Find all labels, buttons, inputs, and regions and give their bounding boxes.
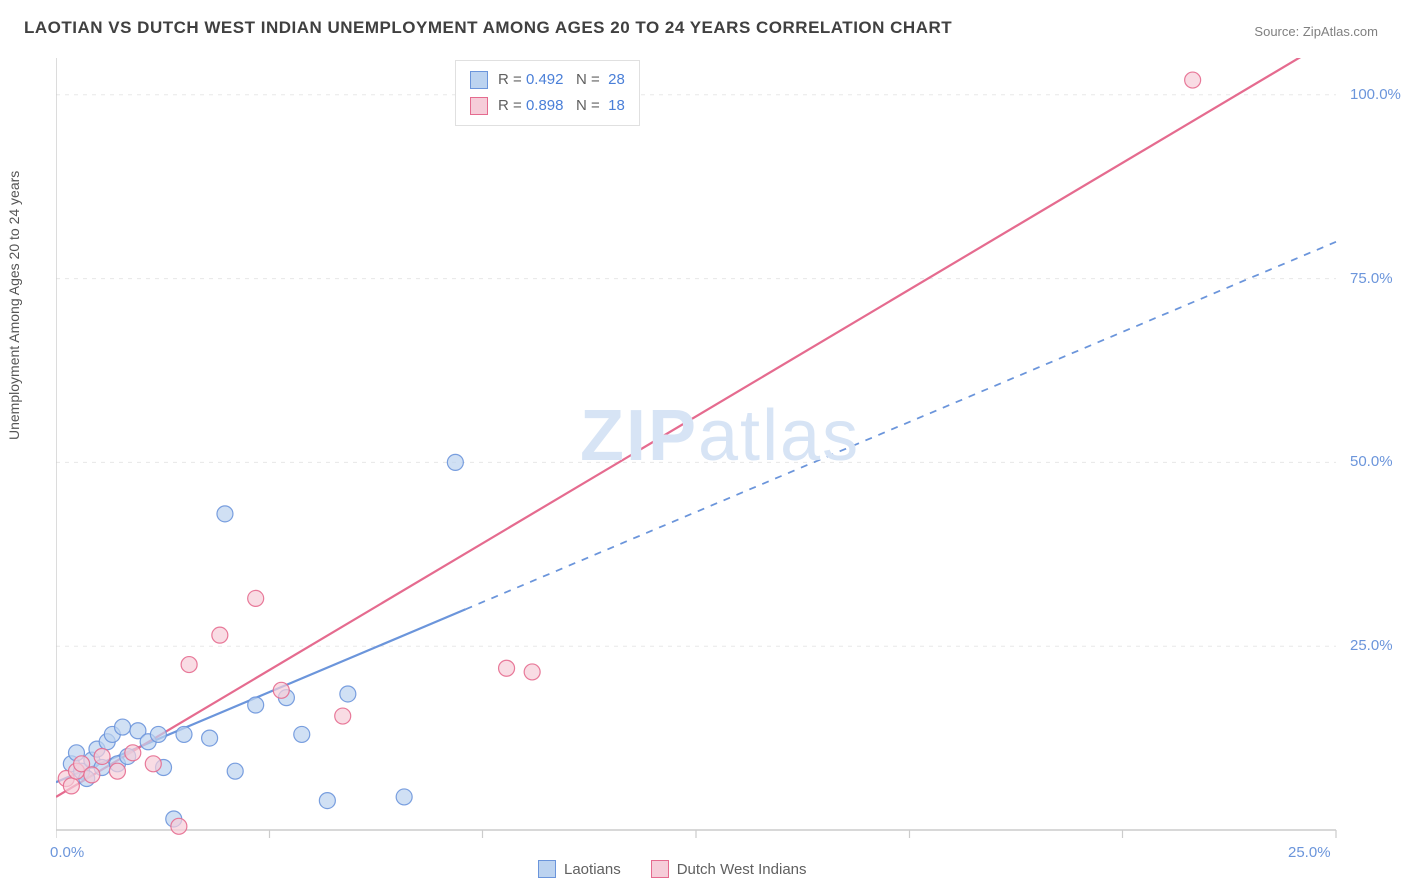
chart-area (56, 58, 1376, 848)
stats-row: R = 0.898 N = 18 (470, 93, 625, 119)
source-attribution: Source: ZipAtlas.com (1254, 24, 1378, 39)
legend-item: Dutch West Indians (651, 860, 807, 878)
series-legend: Laotians Dutch West Indians (538, 860, 807, 878)
chart-title: LAOTIAN VS DUTCH WEST INDIAN UNEMPLOYMEN… (24, 18, 952, 38)
legend-label: Laotians (564, 861, 621, 878)
y-axis-label: Unemployment Among Ages 20 to 24 years (6, 171, 22, 440)
stats-text: R = 0.492 N = 28 (498, 67, 625, 93)
y-tick-label: 50.0% (1350, 453, 1393, 470)
stats-swatch (470, 71, 488, 89)
legend-label: Dutch West Indians (677, 861, 807, 878)
correlation-stats-box: R = 0.492 N = 28R = 0.898 N = 18 (455, 60, 640, 126)
stats-swatch (470, 97, 488, 115)
y-tick-label: 100.0% (1350, 86, 1401, 103)
stats-row: R = 0.492 N = 28 (470, 67, 625, 93)
source-label: Source: (1254, 24, 1299, 39)
x-tick-label: 25.0% (1288, 844, 1331, 861)
x-tick-label: 0.0% (50, 844, 84, 861)
legend-swatch (651, 860, 669, 878)
scatter-chart (56, 58, 1376, 848)
stats-text: R = 0.898 N = 18 (498, 93, 625, 119)
y-tick-label: 25.0% (1350, 637, 1393, 654)
legend-swatch (538, 860, 556, 878)
legend-item: Laotians (538, 860, 621, 878)
y-tick-label: 75.0% (1350, 270, 1393, 287)
source-site: ZipAtlas.com (1303, 24, 1378, 39)
